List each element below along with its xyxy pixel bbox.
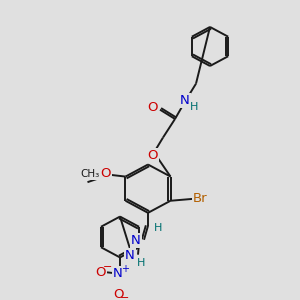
Text: O: O: [113, 288, 123, 300]
Text: O: O: [148, 149, 158, 162]
Text: −: −: [120, 293, 130, 300]
Text: N: N: [180, 94, 190, 107]
Text: N: N: [113, 267, 123, 280]
Text: O: O: [100, 167, 111, 180]
Text: O: O: [96, 266, 106, 279]
Text: H: H: [190, 102, 198, 112]
Text: H: H: [154, 223, 162, 233]
Text: H: H: [137, 258, 145, 268]
Text: Br: Br: [193, 192, 208, 206]
Text: N: N: [131, 234, 141, 247]
Text: +: +: [121, 264, 129, 274]
Text: O: O: [148, 101, 158, 114]
Text: −: −: [103, 262, 113, 272]
Text: CH₃: CH₃: [81, 169, 100, 179]
Text: N: N: [125, 249, 135, 262]
Text: O: O: [100, 167, 111, 180]
